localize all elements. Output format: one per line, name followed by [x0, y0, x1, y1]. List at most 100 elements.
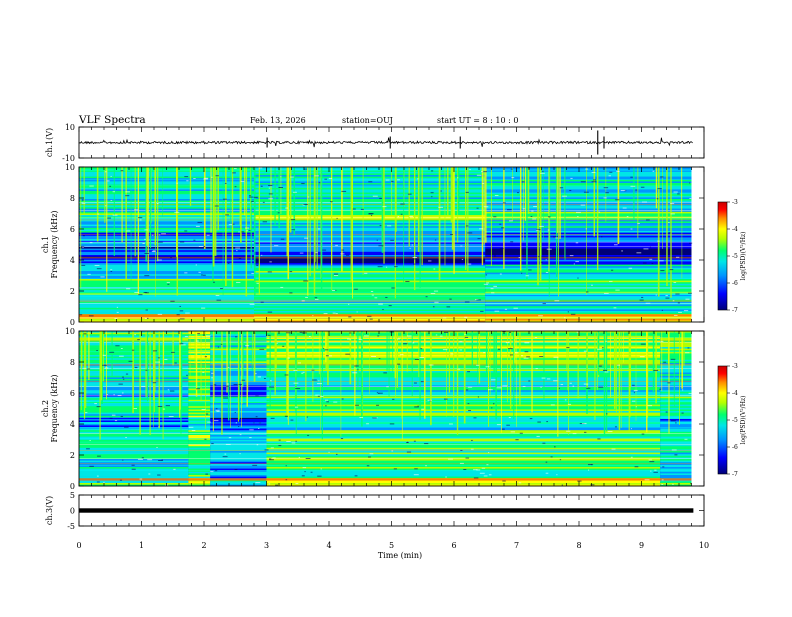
spectrogram-cell — [485, 312, 692, 315]
noise-speck — [134, 334, 137, 336]
noise-speck — [303, 168, 308, 170]
spectrogram-cell — [188, 348, 211, 351]
noise-speck — [460, 449, 463, 451]
noise-speck — [116, 306, 119, 308]
colorbar-tick-label: -5 — [732, 253, 738, 260]
spectrogram-cell — [188, 479, 211, 482]
spectrogram-cell — [188, 361, 211, 364]
noise-speck — [96, 406, 101, 408]
x-tick-label: 4 — [326, 541, 331, 550]
noise-speck — [413, 440, 416, 442]
spectrogram-cell — [79, 452, 189, 455]
noise-speck — [399, 354, 404, 356]
noise-speck — [689, 197, 692, 199]
spectrogram-cell — [254, 187, 486, 190]
spectrogram-cell — [188, 459, 211, 461]
spectrogram-cell — [254, 229, 486, 232]
noise-speck — [205, 413, 209, 415]
noise-speck — [284, 415, 288, 417]
noise-speck — [406, 451, 412, 453]
spectrogram-cell — [254, 205, 486, 208]
spectrogram-cell — [254, 317, 486, 320]
noise-speck — [602, 369, 608, 371]
noise-speck — [476, 469, 481, 471]
noise-speck — [493, 255, 496, 257]
noise-speck — [86, 368, 91, 370]
noise-speck — [531, 210, 534, 212]
noise-speck — [354, 288, 358, 290]
spectrogram-cell — [210, 451, 267, 453]
noise-speck — [235, 422, 237, 424]
noise-speck — [440, 190, 442, 192]
noise-speck — [241, 379, 246, 381]
spectrogram-cell — [660, 436, 692, 439]
time-axis: 0 1 2 3 4 5 6 7 8 9 10 — [76, 541, 709, 550]
spectrogram-cell — [79, 290, 254, 293]
spectrogram-cell — [266, 359, 661, 362]
spectrogram-cell — [485, 264, 692, 267]
noise-speck — [280, 286, 284, 288]
spectrogram-cell — [79, 439, 189, 442]
noise-speck — [124, 426, 129, 428]
spectrogram-cell — [660, 468, 692, 471]
spectrogram-cell — [79, 263, 254, 265]
noise-speck — [268, 483, 271, 485]
noise-speck — [641, 296, 644, 298]
spectrogram-cell — [266, 484, 661, 487]
noise-speck — [165, 405, 170, 407]
noise-speck — [434, 239, 437, 241]
spectrogram-cell — [79, 183, 254, 185]
spectrogram-cell — [188, 339, 211, 341]
noise-speck — [368, 456, 371, 458]
spectrogram-cell — [485, 213, 692, 216]
noise-speck — [483, 475, 488, 477]
spectrogram-cell — [79, 275, 254, 278]
y-tick-label: 10 — [65, 327, 75, 336]
spectrogram-cell — [188, 465, 211, 468]
noise-speck — [658, 260, 664, 262]
spectrogram-cell — [254, 263, 486, 265]
spectrogram-cell — [210, 460, 267, 463]
spectrogram-cell — [79, 171, 254, 174]
spectrogram-cell — [660, 483, 692, 485]
noise-speck — [291, 229, 295, 231]
noise-speck — [157, 357, 160, 359]
spectrogram-cell — [660, 395, 692, 397]
noise-speck — [369, 318, 373, 320]
colorbar-tick-label: -5 — [732, 417, 738, 424]
noise-speck — [406, 442, 409, 444]
spectrogram-cell — [660, 382, 692, 385]
noise-speck — [648, 459, 652, 461]
spectrogram-cell — [660, 444, 692, 447]
noise-speck — [268, 187, 271, 189]
noise-speck — [196, 388, 200, 390]
noise-speck — [282, 345, 285, 347]
noise-speck — [532, 218, 537, 220]
noise-speck — [535, 229, 541, 231]
spectrogram-cell — [254, 184, 486, 187]
spectrogram-cell — [79, 175, 254, 177]
spectrogram-cell — [254, 179, 486, 182]
spectrogram-cell — [485, 184, 692, 187]
spectrogram-cell — [266, 356, 661, 359]
spectrogram-cell — [485, 259, 692, 262]
noise-speck — [232, 223, 235, 225]
noise-speck — [110, 270, 113, 272]
noise-speck — [184, 176, 189, 178]
noise-speck — [654, 469, 657, 471]
noise-speck — [558, 387, 560, 389]
spectrogram-cell — [210, 484, 267, 487]
noise-speck — [685, 298, 690, 300]
spectrogram-cell — [485, 189, 692, 192]
spectrogram-cell — [254, 227, 486, 230]
spectrogram-cell — [254, 183, 486, 185]
spectrogram-cell — [188, 446, 211, 449]
spectrogram-cell — [79, 428, 189, 431]
spectrogram-cell — [660, 476, 692, 479]
noise-speck — [310, 471, 313, 473]
spectrogram-cell — [660, 391, 692, 394]
spectrogram-cell — [79, 231, 254, 233]
spectrogram-cell — [266, 419, 661, 421]
noise-speck — [292, 191, 297, 193]
noise-speck — [245, 345, 250, 347]
